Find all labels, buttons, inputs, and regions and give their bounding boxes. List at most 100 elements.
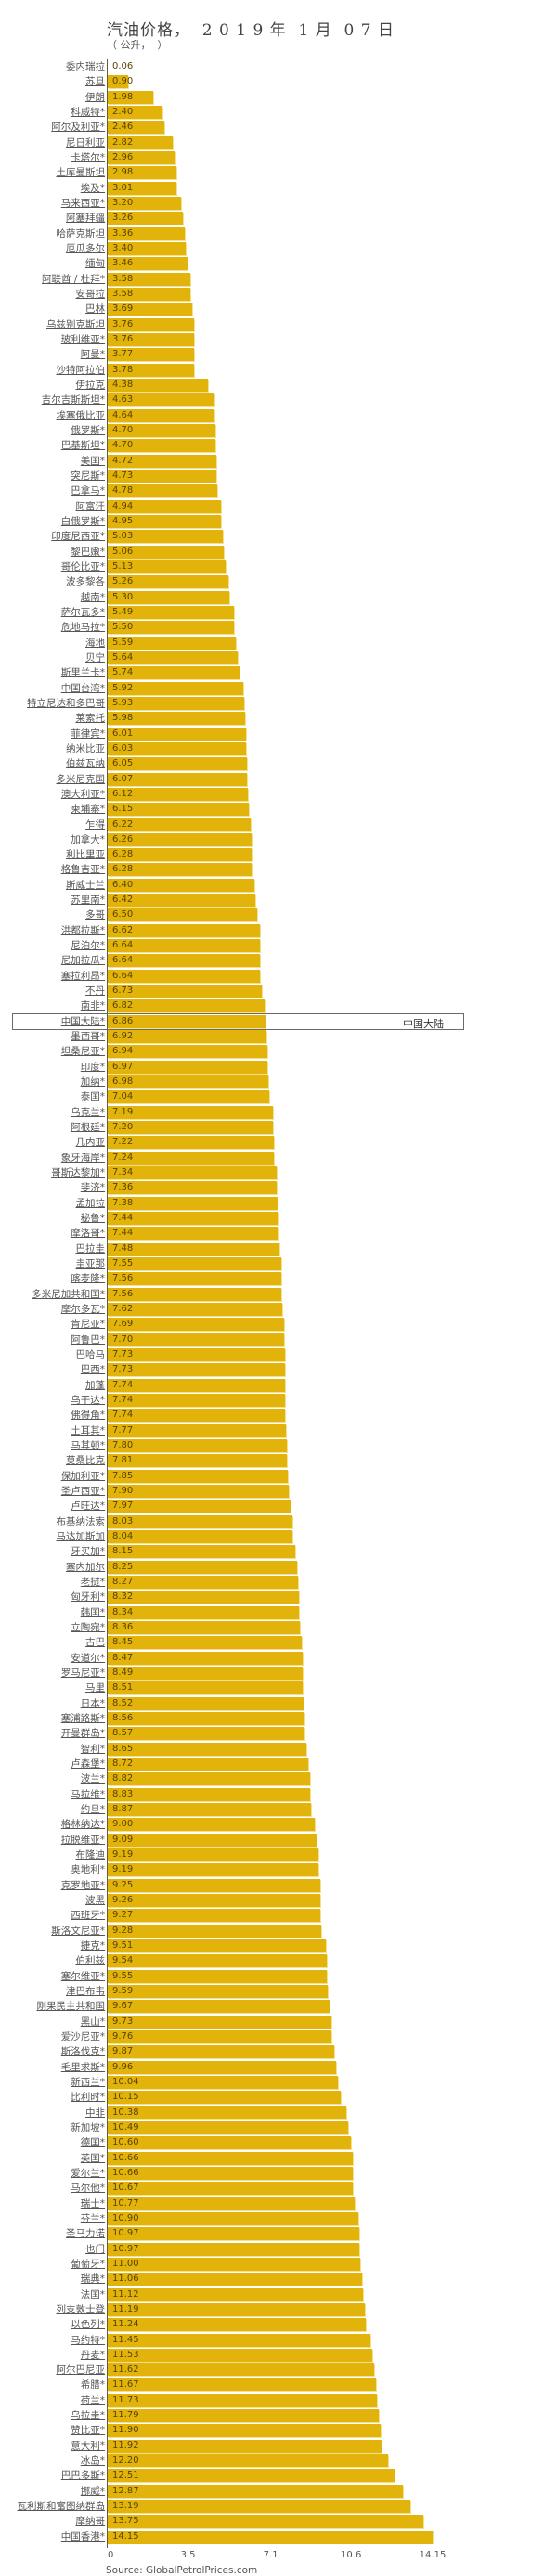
country-label-link[interactable]: 伊拉克 <box>75 379 106 391</box>
country-label-link[interactable]: 多哥 <box>85 909 105 921</box>
country-label-link[interactable]: 圭亚那 <box>75 1258 106 1270</box>
country-label-link[interactable]: 塞内加尔 <box>66 1561 105 1573</box>
country-label-link[interactable]: 古巴 <box>85 1637 105 1649</box>
country-label-link[interactable]: 巴拉圭 <box>75 1243 106 1255</box>
country-label-link[interactable]: 哈萨克斯坦 <box>56 227 106 239</box>
country-label-link[interactable]: 坦桑尼亚* <box>60 1046 105 1058</box>
country-label-link[interactable]: 埃及* <box>80 182 105 194</box>
country-label-link[interactable]: 意大利* <box>71 2440 105 2452</box>
country-label-link[interactable]: 纳米比亚 <box>66 742 105 754</box>
country-label-link[interactable]: 洪都拉斯* <box>60 924 105 936</box>
country-label-link[interactable]: 加蓬 <box>85 1379 105 1391</box>
country-label-link[interactable]: 圣卢西亚* <box>60 1486 105 1498</box>
country-label-link[interactable]: 马里 <box>85 1682 105 1694</box>
country-label-link[interactable]: 马达加斯加 <box>56 1531 106 1542</box>
country-label-link[interactable]: 爱沙尼亚* <box>60 2030 105 2042</box>
country-label-link[interactable]: 阿尔巴尼亚 <box>56 2364 106 2376</box>
country-label-link[interactable]: 希腊* <box>80 2379 105 2391</box>
country-label-link[interactable]: 南非* <box>80 1000 105 1012</box>
country-label-link[interactable]: 加纳* <box>80 1076 105 1088</box>
country-label-link[interactable]: 肯尼亚* <box>71 1319 105 1331</box>
country-label-link[interactable]: 加拿大* <box>71 833 105 845</box>
country-label-link[interactable]: 卡塔尔* <box>71 151 105 163</box>
country-label-link[interactable]: 布基纳法索 <box>56 1515 106 1527</box>
country-label-link[interactable]: 日本* <box>80 1697 105 1709</box>
country-label-link[interactable]: 泰国* <box>80 1091 105 1103</box>
country-label-link[interactable]: 荷兰* <box>80 2394 105 2406</box>
country-label-link[interactable]: 斐济* <box>80 1182 105 1194</box>
country-label-link[interactable]: 印度尼西亚* <box>51 531 105 543</box>
country-label-link[interactable]: 捷克* <box>80 1939 105 1951</box>
country-label-link[interactable]: 马来西亚* <box>60 197 105 209</box>
country-label-link[interactable]: 斯威士兰 <box>66 879 105 891</box>
country-label-link[interactable]: 卢森堡* <box>71 1758 105 1770</box>
country-label-link[interactable]: 尼泊尔* <box>71 940 105 952</box>
country-label-link[interactable]: 格林纳达* <box>60 1819 105 1831</box>
country-label-link[interactable]: 尼日利亚 <box>66 136 105 148</box>
country-label-link[interactable]: 巴林 <box>85 303 105 316</box>
country-label-link[interactable]: 乌拉圭* <box>71 2410 105 2422</box>
country-label-link[interactable]: 澳大利亚* <box>60 788 105 800</box>
country-label-link[interactable]: 牙买加* <box>71 1546 105 1558</box>
country-label-link[interactable]: 美国* <box>80 455 105 467</box>
country-label-link[interactable]: 德国* <box>80 2137 105 2149</box>
country-label-link[interactable]: 莫桑比克 <box>66 1455 105 1467</box>
country-label-link[interactable]: 利比里亚 <box>66 849 105 861</box>
country-label-link[interactable]: 英国* <box>80 2152 105 2164</box>
country-label-link[interactable]: 乌克兰* <box>71 1106 105 1118</box>
country-label-link[interactable]: 摩纳哥 <box>75 2516 106 2528</box>
country-label-link[interactable]: 爱尔兰* <box>71 2167 105 2179</box>
country-label-link[interactable]: 葡萄牙* <box>71 2258 105 2270</box>
country-label-link[interactable]: 苏里南* <box>71 895 105 907</box>
country-label-link[interactable]: 象牙海岸* <box>60 1152 105 1164</box>
country-label-link[interactable]: 伯兹瓦纳 <box>66 758 105 770</box>
country-label-link[interactable]: 阿联酋 / 杜拜* <box>42 273 105 285</box>
country-label-link[interactable]: 墨西哥* <box>71 1031 105 1043</box>
country-label-link[interactable]: 厄瓜多尔 <box>66 242 105 254</box>
country-label-link[interactable]: 不丹 <box>85 985 105 998</box>
country-label-link[interactable]: 约旦* <box>80 1803 105 1815</box>
country-label-link[interactable]: 摩洛哥* <box>71 1228 105 1240</box>
country-label-link[interactable]: 安道尔* <box>71 1652 105 1664</box>
country-label-link[interactable]: 智利* <box>80 1743 105 1755</box>
country-label-link[interactable]: 瓦利斯和富图纳群岛 <box>17 2501 106 2513</box>
country-label-link[interactable]: 丹麦* <box>80 2349 105 2361</box>
country-label-link[interactable]: 新西兰* <box>71 2076 105 2088</box>
country-label-link[interactable]: 孟加拉 <box>75 1197 106 1209</box>
country-label-link[interactable]: 科威特* <box>71 106 105 118</box>
country-label-link[interactable]: 马约特* <box>71 2334 105 2346</box>
country-label-link[interactable]: 阿塞拜疆 <box>66 213 105 225</box>
country-label-link[interactable]: 中国台湾* <box>60 682 105 694</box>
country-label-link[interactable]: 瑞典* <box>80 2273 105 2286</box>
country-label-link[interactable]: 安哥拉 <box>75 288 106 300</box>
country-label-link[interactable]: 以色列* <box>71 2319 105 2331</box>
country-label-link[interactable]: 苏旦 <box>85 76 105 88</box>
country-label-link[interactable]: 土库曼斯坦 <box>56 167 106 179</box>
country-label-link[interactable]: 菲律宾* <box>71 728 105 740</box>
country-label-link[interactable]: 奥地利* <box>71 1864 105 1876</box>
country-label-link[interactable]: 津巴布韦 <box>66 1985 105 1997</box>
country-label-link[interactable]: 克罗地亚* <box>60 1879 105 1891</box>
country-label-link[interactable]: 毛里求斯* <box>60 2061 105 2073</box>
country-label-link[interactable]: 马其顿* <box>71 1440 105 1452</box>
country-label-link[interactable]: 塞尔维亚* <box>60 1970 105 1982</box>
country-label-link[interactable]: 乍得 <box>85 818 105 831</box>
country-label-link[interactable]: 伯利兹 <box>75 1955 106 1967</box>
country-label-link[interactable]: 布隆迪 <box>75 1848 106 1861</box>
country-label-link[interactable]: 比利时* <box>71 2092 105 2104</box>
country-label-link[interactable]: 尼加拉瓜* <box>60 955 105 967</box>
country-label-link[interactable]: 秘鲁* <box>80 1213 105 1225</box>
country-label-link[interactable]: 特立尼达和多巴哥 <box>27 697 105 709</box>
country-label-link[interactable]: 刚果民主共和国 <box>36 2001 106 2013</box>
country-label-link[interactable]: 阿鲁巴* <box>71 1333 105 1346</box>
country-label-link[interactable]: 乌兹别克斯坦 <box>46 318 105 330</box>
country-label-link[interactable]: 柬埔寨* <box>71 804 105 816</box>
country-label-link[interactable]: 黑山* <box>80 2016 105 2028</box>
country-label-link[interactable]: 埃塞俄比亚 <box>56 409 106 421</box>
country-label-link[interactable]: 保加利亚* <box>60 1470 105 1482</box>
country-label-link[interactable]: 西班牙* <box>71 1910 105 1922</box>
country-label-link[interactable]: 塞浦路斯* <box>60 1712 105 1724</box>
country-label-link[interactable]: 土耳其* <box>71 1424 105 1436</box>
country-label-link[interactable]: 巴西* <box>80 1364 105 1376</box>
country-label-link[interactable]: 波兰* <box>80 1773 105 1785</box>
